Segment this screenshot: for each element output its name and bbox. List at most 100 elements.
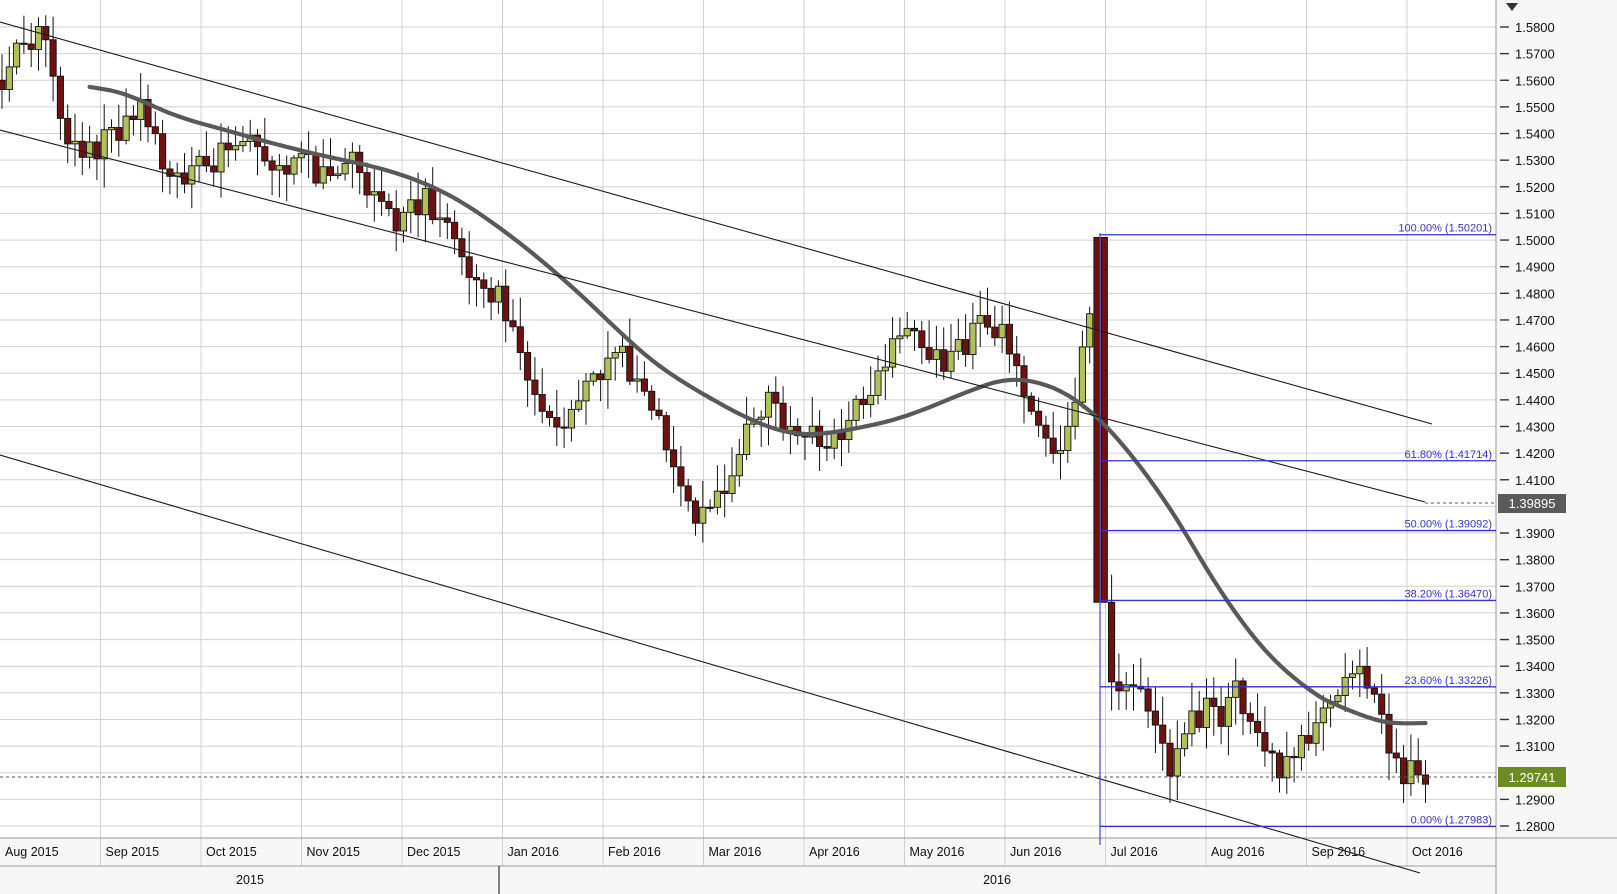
candlestick[interactable] [268,155,276,196]
candlestick[interactable] [706,499,714,513]
candlestick[interactable] [867,366,875,418]
candlestick[interactable] [655,397,663,420]
candlestick[interactable] [764,385,773,446]
candlestick[interactable] [451,210,459,255]
candlestick[interactable] [42,15,50,68]
candlestick[interactable] [1035,397,1043,437]
candlestick[interactable] [582,373,590,425]
candlestick[interactable] [531,357,539,416]
candlestick[interactable] [823,430,831,461]
candlestick[interactable] [421,178,429,243]
trendline-lower[interactable] [0,454,1421,874]
candlestick[interactable] [1385,693,1393,781]
candlestick[interactable] [538,368,546,424]
candlestick[interactable] [545,405,554,427]
candlestick[interactable] [202,131,210,173]
candlestick[interactable] [670,426,678,493]
candlestick[interactable] [407,180,415,234]
candlestick[interactable] [1392,728,1400,774]
candlestick[interactable] [874,355,882,405]
candlestick[interactable] [1290,747,1298,783]
candlestick[interactable] [509,299,517,332]
candlestick[interactable] [1246,702,1254,734]
candlestick[interactable] [976,290,984,347]
candlestick[interactable] [107,119,116,153]
candlestick[interactable] [962,314,970,367]
candlestick[interactable] [691,497,700,536]
candlestick[interactable] [1188,682,1196,747]
candlestick[interactable] [1173,720,1181,801]
candlestick[interactable] [1400,744,1408,804]
candlestick[interactable] [1268,742,1276,782]
candlestick[interactable] [1232,658,1240,725]
candlestick[interactable] [991,305,999,346]
candlestick[interactable] [1407,734,1415,796]
candlestick[interactable] [1305,711,1313,751]
candlestick[interactable] [472,264,481,307]
candlestick[interactable] [954,318,962,360]
candlestick[interactable] [735,439,743,487]
triangle-down-icon[interactable] [1506,3,1518,11]
candlestick[interactable] [1195,690,1203,733]
candlestick[interactable] [947,323,955,379]
candlestick[interactable] [290,155,298,185]
candlestick[interactable] [159,119,167,193]
candlestick[interactable] [772,376,780,429]
candlestick[interactable] [852,394,860,430]
candlestick[interactable] [1363,647,1371,699]
candlestick[interactable] [1027,392,1035,416]
candlestick[interactable] [458,227,466,276]
candlestick[interactable] [363,162,371,209]
candlestick[interactable] [597,369,605,402]
candlestick[interactable] [1108,574,1116,711]
candlestick[interactable] [1275,749,1284,793]
candlestick[interactable] [188,146,196,209]
candlestick[interactable] [392,190,400,252]
candlestick[interactable] [910,320,919,351]
candlestick[interactable] [1312,701,1320,757]
candlestick[interactable] [195,149,203,183]
candlestick[interactable] [34,17,43,71]
candlestick[interactable] [71,113,79,167]
candlestick[interactable] [889,317,897,378]
candlestick[interactable] [1078,330,1086,409]
candlestick[interactable] [553,389,561,446]
candlestick[interactable] [859,386,867,419]
candlestick[interactable] [13,39,21,75]
candlestick[interactable] [1217,687,1225,745]
candlestick[interactable] [567,399,575,442]
candlestick[interactable] [1181,722,1189,757]
candlestick[interactable] [925,320,933,364]
candlestick[interactable] [743,397,751,461]
candlestick[interactable] [436,192,444,238]
candlestick[interactable] [166,160,174,195]
candlestick[interactable] [640,361,648,397]
candlestick[interactable] [297,141,305,173]
candlestick[interactable] [1122,671,1130,710]
candlestick[interactable] [487,276,495,320]
candlestick[interactable] [611,346,619,381]
candlestick[interactable] [1283,731,1291,794]
candlestick[interactable] [1086,306,1094,364]
candlestick[interactable] [969,302,977,370]
candlestick[interactable] [239,126,247,153]
candlestick[interactable] [64,104,72,164]
candlestick[interactable] [115,104,123,157]
candlestick[interactable] [524,341,532,407]
candlestick[interactable] [721,464,729,518]
candlestick[interactable] [378,170,386,217]
candlestick[interactable] [1356,649,1364,697]
candlestick[interactable] [648,385,656,420]
candlestick[interactable] [1254,693,1262,747]
moving-average-line[interactable] [87,84,1428,726]
candlestick[interactable] [326,138,335,182]
candlestick[interactable] [1064,402,1072,464]
candlestick[interactable] [1202,678,1211,749]
candlestick[interactable] [480,272,488,308]
candlestick[interactable] [1421,760,1430,803]
candlestick[interactable] [1144,677,1152,729]
candlestick[interactable] [662,411,670,463]
candlestick[interactable] [626,318,634,386]
candlestick[interactable] [1414,738,1422,783]
candlestick[interactable] [341,148,349,181]
